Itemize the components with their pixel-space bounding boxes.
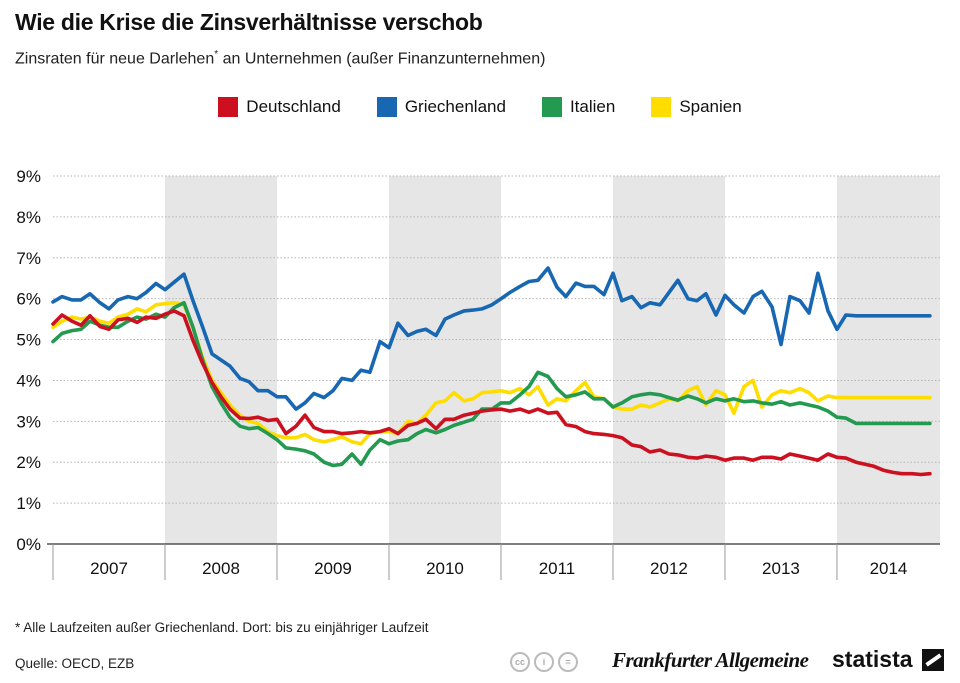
legend-swatch-deutschland [218,97,239,117]
y-tick-label: 6% [16,290,41,309]
y-tick-label: 3% [16,412,41,431]
x-tick-label: 2012 [650,559,688,578]
y-tick-label: 9% [16,167,41,186]
y-tick-label: 1% [16,494,41,513]
statista-mark-icon [922,649,944,671]
year-band-2014 [836,176,940,544]
legend-item-griechenland: Griechenland [376,97,506,117]
x-tick-label: 2010 [426,559,464,578]
x-tick-label: 2014 [870,559,908,578]
license-icons: cc i = [510,652,578,672]
y-tick-label: 0% [16,535,41,554]
subtitle-text: Zinsraten für neue Darlehen [15,50,215,68]
subtitle-text-rest: an Unternehmen (außer Finanzunternehmen) [218,50,546,68]
footnote: * Alle Laufzeiten außer Griechenland. Do… [15,620,429,635]
no-derivatives-icon: = [558,652,578,672]
series-line-griechenland [51,266,932,411]
legend-swatch-griechenland [376,97,397,117]
cc-icon: cc [510,652,530,672]
year-band-2010 [388,176,501,544]
line-chart: 0% 1% 2% 3% 4% 5% 6% 7% 8% 9% 2007 2008 2009 2010 2011… [16,167,940,580]
attribution-icon: i [534,652,554,672]
legend-label-spanien: Spanien [679,97,742,116]
legend-label-griechenland: Griechenland [404,97,506,116]
legend-label-deutschland: Deutschland [246,97,341,116]
chart-title: Wie die Krise die Zinsverhältnisse versc… [15,9,483,35]
chart-legend: Deutschland Griechenland Italien Spanien [0,97,960,117]
y-tick-label: 4% [16,371,41,390]
legend-item-italien: Italien [541,97,616,117]
legend-item-spanien: Spanien [651,97,742,117]
chart-subtitle: Zinsraten für neue Darlehen* an Unterneh… [15,49,545,68]
x-tick-label: 2007 [90,559,128,578]
x-tick-label: 2009 [314,559,352,578]
statista-logo: statista [832,646,913,672]
legend-swatch-italien [541,97,562,117]
legend-swatch-spanien [651,97,672,117]
legend-label-italien: Italien [569,97,616,116]
y-tick-label: 7% [16,249,41,268]
x-tick-label: 2011 [539,559,576,578]
y-tick-label: 2% [16,453,41,472]
x-tick-label: 2008 [202,559,240,578]
y-tick-label: 5% [16,331,41,350]
series-line-deutschland [51,309,932,477]
subtitle-footnote-marker: * [214,49,219,60]
x-tick-label: 2013 [762,559,800,578]
legend-item-deutschland: Deutschland [218,97,341,117]
year-band-2012 [612,176,725,544]
y-tick-label: 8% [16,208,41,227]
faz-logo: Frankfurter Allgemeine [612,648,809,672]
source-note: Quelle: OECD, EZB [15,656,135,671]
